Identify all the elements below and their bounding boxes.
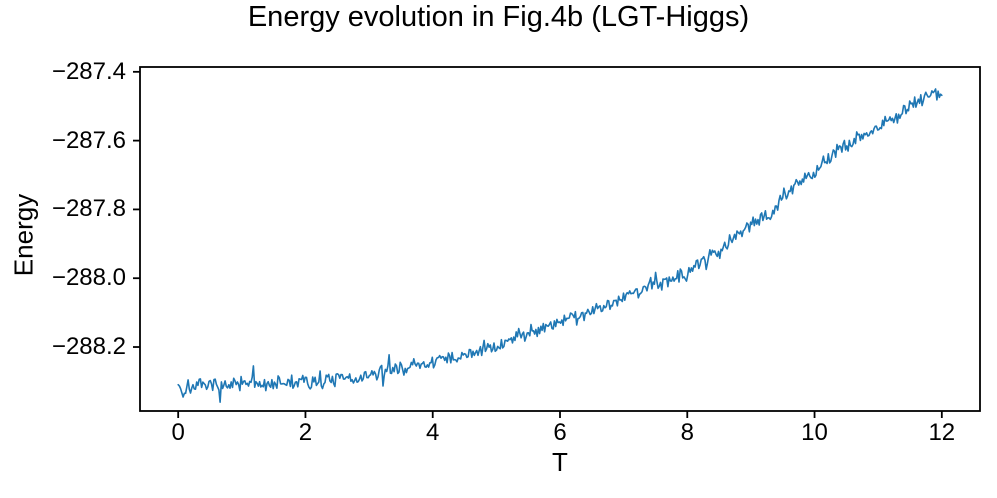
- x-tick-label: 4: [426, 419, 440, 446]
- chart-title: Energy evolution in Fig.4b (LGT-Higgs): [247, 1, 750, 33]
- y-tick-label: −287.8: [51, 195, 126, 223]
- x-tick-label: 2: [298, 419, 313, 446]
- plot-border: [139, 66, 981, 412]
- x-tick-label: 0: [171, 419, 185, 446]
- x-tick-label: 10: [801, 419, 828, 446]
- y-tick-label: −288.2: [51, 333, 126, 361]
- data-line: [177, 88, 943, 403]
- x-axis-label: T: [552, 447, 568, 477]
- x-tick-label: 8: [680, 419, 694, 446]
- x-tick-label: 12: [928, 419, 956, 446]
- y-tick-label: −287.4: [51, 57, 126, 85]
- x-tick-label: 6: [553, 419, 567, 446]
- y-tick-label: −287.6: [51, 126, 126, 154]
- y-tick-label: −288.0: [51, 264, 126, 292]
